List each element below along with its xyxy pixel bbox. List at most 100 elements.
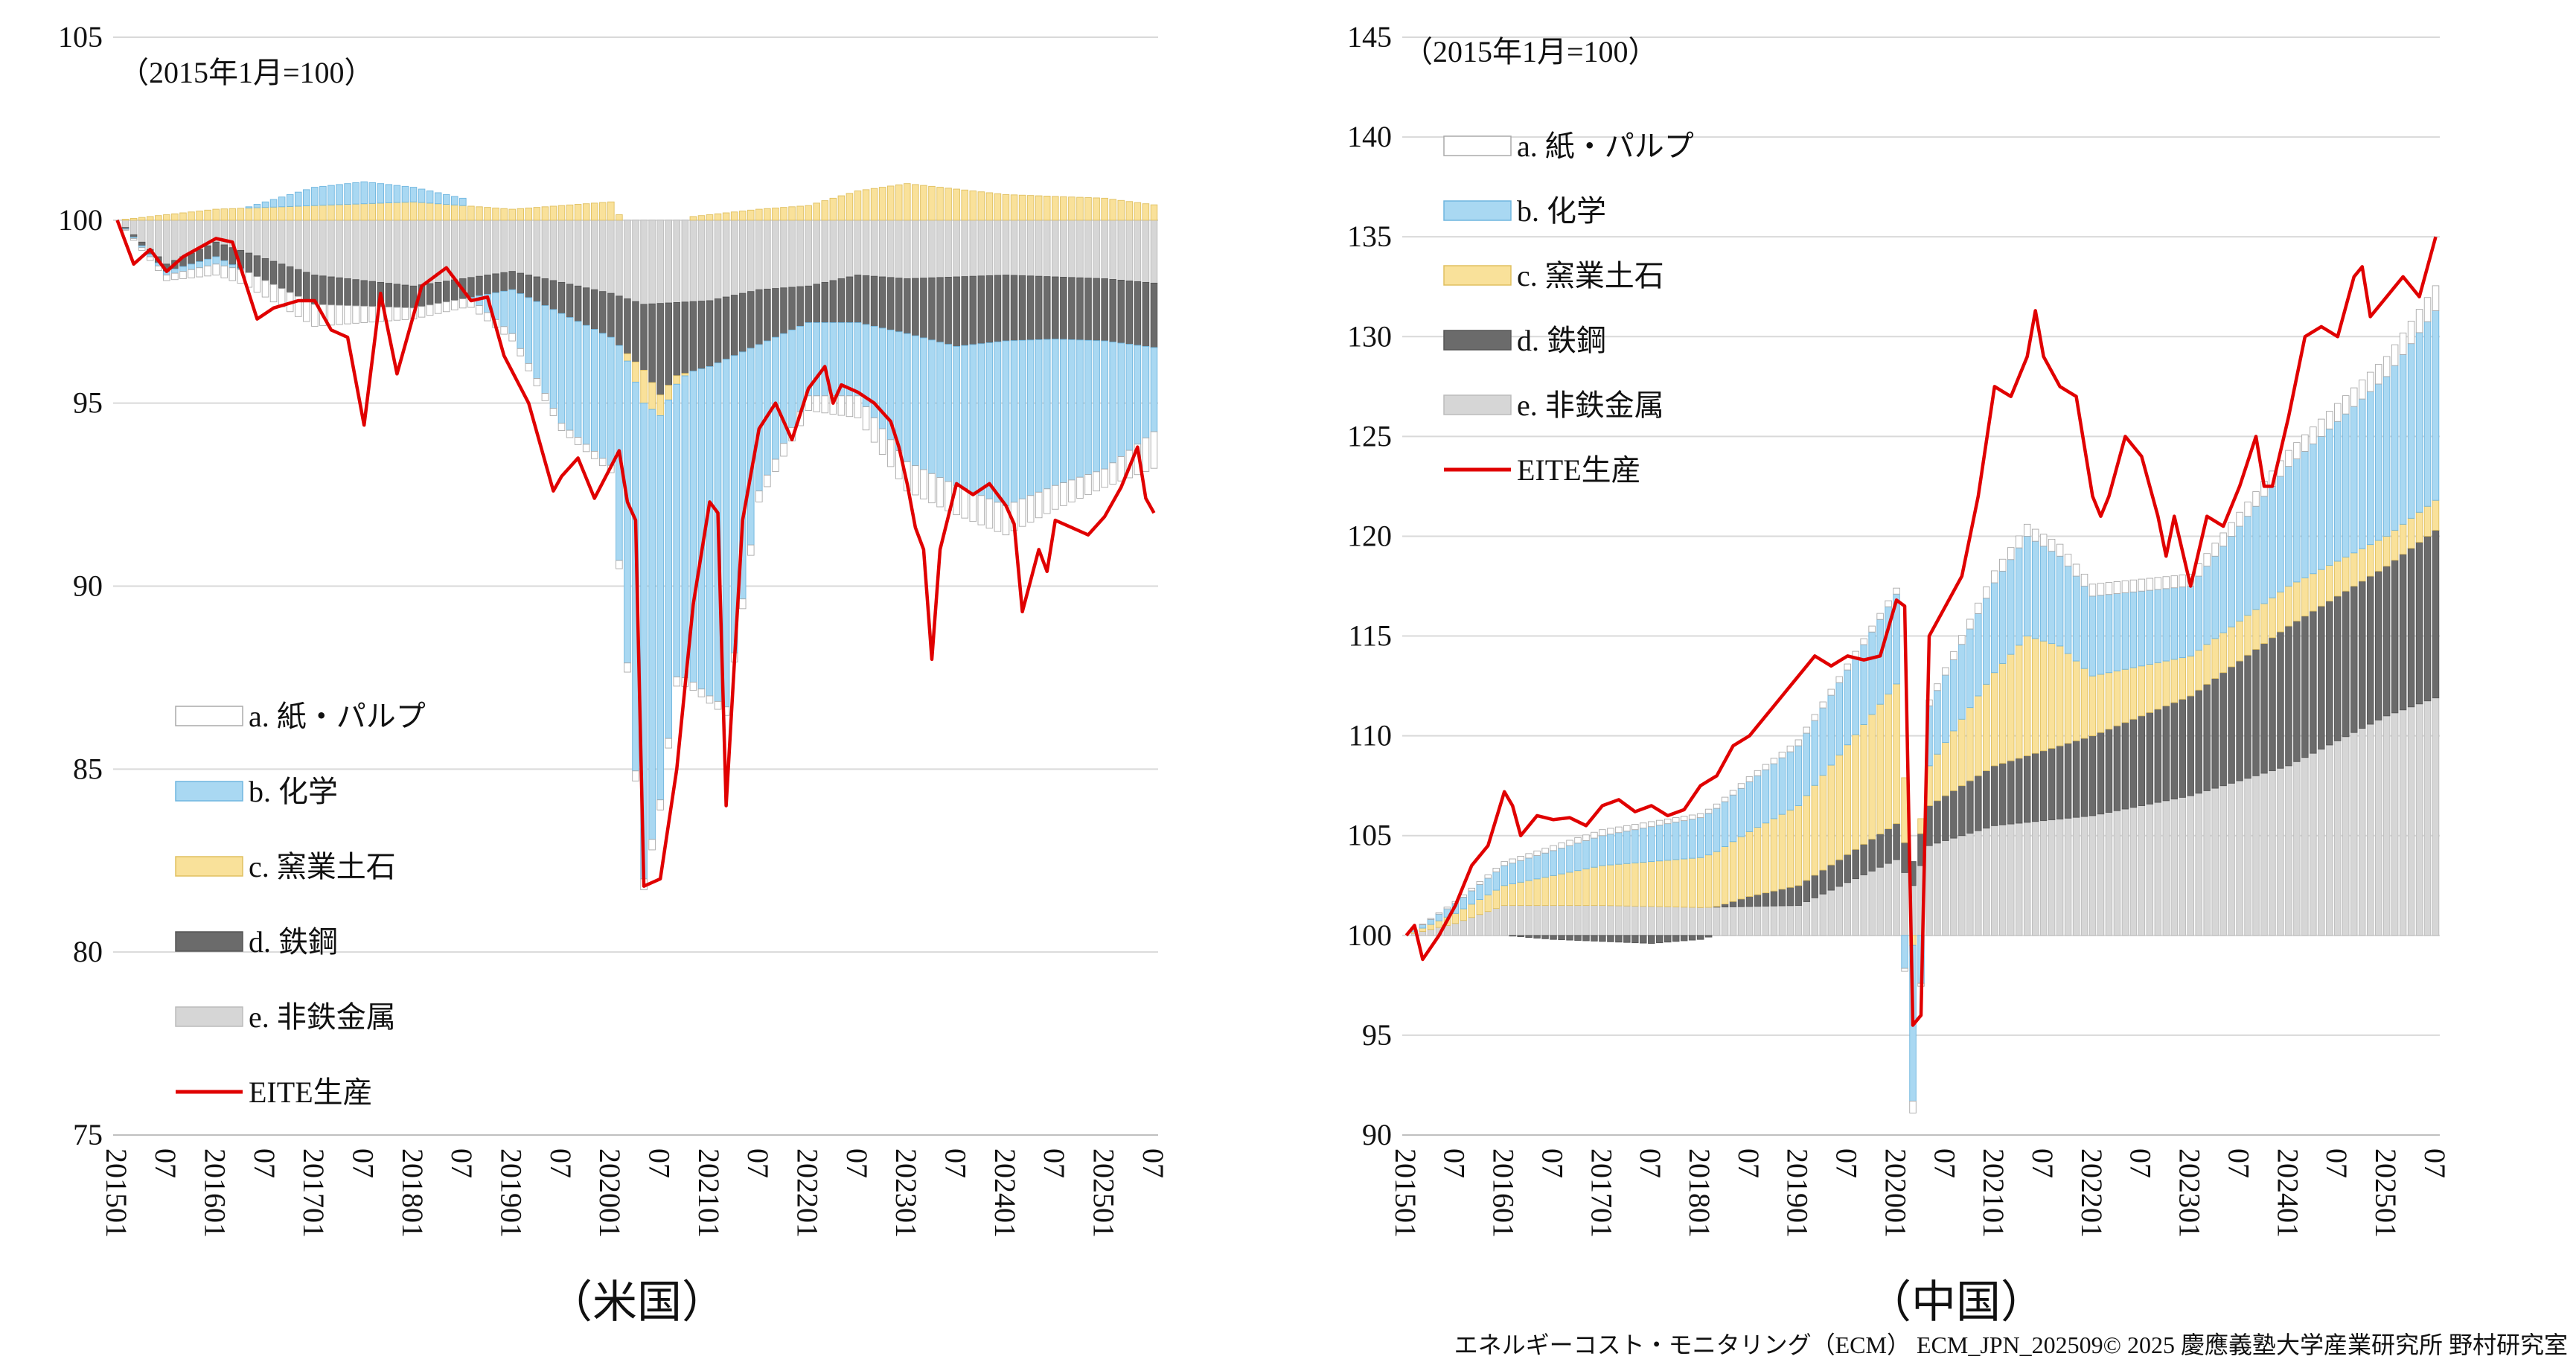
bar-segment-b bbox=[1468, 890, 1476, 905]
bar-segment-a bbox=[969, 491, 977, 522]
bar-segment-b bbox=[821, 322, 829, 397]
bar-segment-c bbox=[1696, 857, 1704, 908]
y-tick-label: 100 bbox=[1347, 918, 1392, 952]
bar-segment-b bbox=[269, 199, 278, 208]
bar-segment-b bbox=[1688, 819, 1696, 859]
bar-segment-c bbox=[253, 207, 261, 221]
bar-segment-e bbox=[1696, 907, 1704, 936]
bar-segment-c bbox=[1876, 703, 1884, 834]
bar-segment-c bbox=[2382, 536, 2391, 567]
x-tick-label: 202301 bbox=[889, 1148, 923, 1238]
bar-segment-c bbox=[1786, 809, 1794, 888]
bar-segment-e bbox=[459, 220, 467, 279]
bar-segment-a bbox=[2072, 563, 2080, 577]
bar-segment-b bbox=[2236, 525, 2243, 621]
bar-segment-e bbox=[936, 220, 944, 278]
bar-segment-e bbox=[566, 220, 574, 285]
bar-segment-e bbox=[945, 220, 952, 278]
bar-segment-e bbox=[2374, 719, 2382, 936]
bar-segment-c bbox=[1068, 196, 1076, 221]
bar-segment-e bbox=[1762, 906, 1770, 936]
bar-segment-b bbox=[1582, 840, 1590, 869]
bar-segment-e bbox=[179, 220, 187, 258]
bar-segment-b bbox=[220, 260, 228, 266]
bar-segment-d bbox=[574, 285, 582, 322]
bar-segment-a bbox=[928, 473, 936, 504]
bar-segment-b bbox=[327, 185, 335, 205]
bar-segment-d bbox=[130, 234, 138, 238]
y-tick-label: 95 bbox=[73, 386, 103, 420]
bar-segment-b bbox=[764, 340, 771, 476]
bar-segment-b bbox=[1991, 582, 1998, 674]
bar-segment-b bbox=[261, 201, 269, 208]
bar-segment-a bbox=[1868, 625, 1876, 633]
bar-segment-b bbox=[2432, 310, 2440, 501]
bar-segment-d bbox=[393, 284, 401, 308]
bar-segment-c bbox=[130, 217, 138, 221]
x-tick-label: 202201 bbox=[790, 1148, 824, 1238]
bar-segment-a bbox=[912, 465, 919, 496]
bar-segment-e bbox=[689, 220, 697, 302]
bar-segment-a bbox=[1876, 613, 1884, 620]
bar-segment-c bbox=[2399, 523, 2407, 555]
bar-segment-e bbox=[1607, 905, 1614, 936]
bar-segment-b bbox=[1663, 823, 1672, 861]
bar-segment-a bbox=[2374, 364, 2382, 385]
bar-segment-c bbox=[920, 185, 927, 221]
bar-segment-a bbox=[2366, 371, 2374, 392]
bar-segment-d bbox=[1525, 935, 1533, 938]
bar-segment-d bbox=[541, 278, 549, 307]
bar-segment-c bbox=[616, 214, 623, 221]
bar-segment-a bbox=[269, 284, 278, 303]
bar-segment-a bbox=[1688, 814, 1696, 820]
bar-segment-a bbox=[442, 301, 450, 313]
bar-segment-a bbox=[2432, 285, 2440, 311]
bar-segment-a bbox=[574, 437, 582, 445]
bar-segment-e bbox=[2154, 802, 2162, 936]
bar-segment-b bbox=[179, 266, 187, 272]
bar-segment-b bbox=[517, 293, 524, 349]
bar-segment-c bbox=[2423, 505, 2432, 537]
bar-segment-a bbox=[2023, 523, 2031, 537]
bar-segment-e bbox=[912, 220, 919, 279]
bar-segment-e bbox=[1084, 220, 1092, 279]
bar-segment-b bbox=[319, 185, 327, 206]
bar-segment-e bbox=[1558, 905, 1565, 936]
bar-segment-b bbox=[1680, 820, 1688, 860]
bar-segment-e bbox=[1713, 907, 1721, 936]
x-tick-label: 201901 bbox=[1781, 1148, 1815, 1238]
bar-segment-c bbox=[582, 203, 590, 221]
bar-segment-a bbox=[2105, 582, 2113, 595]
bar-segment-c bbox=[673, 375, 681, 385]
bar-segment-c bbox=[188, 211, 195, 221]
bar-segment-b bbox=[2121, 592, 2129, 670]
bar-segment-e bbox=[961, 220, 968, 278]
bar-segment-a bbox=[706, 695, 714, 704]
bar-segment-b bbox=[1623, 831, 1631, 864]
bar-segment-b bbox=[1068, 339, 1076, 481]
bar-segment-e bbox=[1509, 905, 1516, 936]
bar-segment-c bbox=[961, 189, 968, 221]
bar-segment-b bbox=[360, 181, 368, 205]
bar-segment-d bbox=[1762, 892, 1770, 907]
bar-segment-a bbox=[1026, 495, 1035, 522]
bar-segment-e bbox=[706, 220, 714, 301]
bar-segment-c bbox=[722, 212, 730, 221]
bar-segment-b bbox=[1811, 720, 1819, 786]
bar-segment-c bbox=[138, 217, 146, 221]
bar-segment-a bbox=[171, 272, 179, 281]
x-tick-label: 202501 bbox=[1087, 1148, 1120, 1238]
bar-segment-d bbox=[2064, 743, 2072, 819]
bar-segment-a bbox=[426, 304, 434, 316]
bar-segment-a bbox=[484, 312, 491, 322]
bar-segment-e bbox=[994, 220, 1002, 276]
bar-segment-a bbox=[2350, 387, 2358, 407]
bar-segment-a bbox=[1975, 602, 1982, 614]
bar-segment-d bbox=[2391, 560, 2399, 714]
bar-segment-a bbox=[738, 598, 747, 610]
bar-segment-b bbox=[1052, 339, 1059, 486]
bar-segment-e bbox=[582, 220, 590, 289]
bar-segment-d bbox=[2023, 755, 2031, 823]
bar-segment-d bbox=[566, 284, 574, 318]
bar-segment-d bbox=[212, 241, 220, 258]
